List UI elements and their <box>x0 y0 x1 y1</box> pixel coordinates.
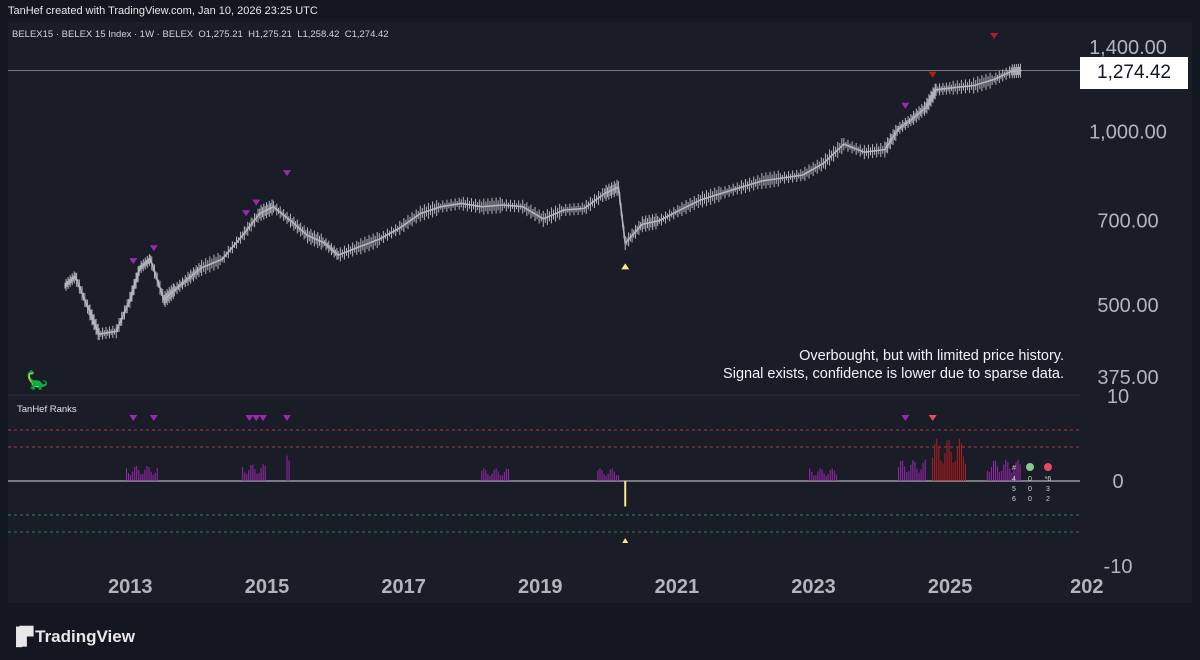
attribution-text: TanHef created with TradingView.com, Jan… <box>8 5 318 17</box>
indicator-signal-marker <box>901 415 910 421</box>
indicator-axis-tick: -10 <box>1104 556 1133 578</box>
indicator-signal-marker <box>252 415 261 421</box>
indicator-signal-marker <box>283 415 292 421</box>
indicator-signal-marker <box>928 415 937 421</box>
price-series-line <box>64 69 1022 335</box>
price-axis-tick: 700.00 <box>1097 211 1158 233</box>
tradingview-logo-icon: ▐▛ <box>10 627 33 646</box>
indicator-signal-marker <box>622 538 629 543</box>
rank-cell: 0 <box>1027 486 1032 493</box>
time-axis-tick: 2025 <box>928 576 973 598</box>
rank-cell: 3 <box>1045 486 1050 493</box>
indicator-axis-tick: 10 <box>1107 386 1129 408</box>
attribution-bar: TanHef created with TradingView.com, Jan… <box>0 0 1200 22</box>
legend-high: H1,275.21 <box>248 29 292 40</box>
red-dot-icon <box>1043 463 1052 471</box>
indicator-signal-marker <box>259 415 268 421</box>
legend-low: L1,258.42 <box>297 29 340 40</box>
signal-down-marker <box>129 258 138 265</box>
signal-down-marker <box>149 245 158 252</box>
indicator-axis-tick: 0 <box>1112 471 1123 493</box>
signal-down-marker <box>242 210 251 217</box>
price-axis-tick: 375.00 <box>1097 367 1158 389</box>
signal-down-marker <box>990 33 999 39</box>
rank-cell: 6 <box>1012 496 1016 503</box>
indicator-title: TanHef Ranks <box>17 404 77 415</box>
legend-open: O1,275.21 <box>198 29 243 40</box>
signal-down-marker <box>283 170 292 177</box>
rank-cell: 0 <box>1027 476 1032 483</box>
price-axis-tick: 500.00 <box>1097 295 1158 317</box>
rank-table: # 4 0 *6 5 0 3 6 0 2 <box>1010 461 1062 506</box>
time-axis-tick: 2015 <box>245 576 290 598</box>
last-price-label: 1,274.42 <box>1080 57 1188 89</box>
rank-cell: 4 <box>1012 476 1016 483</box>
symbol-legend: BELEX15 · BELEX 15 Index · 1W · BELEX O1… <box>12 29 389 40</box>
signal-annotation: Overbought, but with limited price histo… <box>723 347 1064 383</box>
time-axis-tick: 2021 <box>655 576 700 598</box>
footer: ▐▛ TradingView <box>0 612 1200 660</box>
indicator-signal-marker <box>129 415 138 421</box>
dino-icon[interactable]: 🦕 <box>26 370 49 390</box>
tradingview-logo[interactable]: ▐▛ TradingView <box>10 627 135 647</box>
time-axis-tick: 2017 <box>381 576 426 598</box>
time-axis-tick: 2019 <box>518 576 563 598</box>
symbol-name: BELEX15 · BELEX 15 Index · 1W · BELEX <box>12 29 194 40</box>
annotation-line-2: Signal exists, confidence is lower due t… <box>723 366 1064 382</box>
time-axis-tick: 202 <box>1070 576 1103 598</box>
rank-cell: 0 <box>1027 496 1032 503</box>
brand-text: TradingView <box>35 627 135 646</box>
time-axis-tick: 2013 <box>108 576 153 598</box>
legend-close: C1,274.42 <box>344 29 389 40</box>
rank-cell: 5 <box>1012 486 1016 493</box>
rank-header-hash: # <box>1012 464 1016 472</box>
rank-cell: 2 <box>1045 496 1050 503</box>
chart-frame[interactable] <box>8 22 1192 603</box>
indicator-signal-marker <box>245 415 254 421</box>
time-axis-tick: 2023 <box>791 576 836 598</box>
signal-down-marker <box>928 71 937 78</box>
rank-cell: *6 <box>1044 476 1052 483</box>
price-axis-tick: 1,000.00 <box>1089 121 1167 143</box>
green-dot-icon <box>1025 463 1034 471</box>
indicator-signal-marker <box>149 415 158 421</box>
signal-down-marker <box>252 199 261 206</box>
price-axis-tick: 1,400.00 <box>1089 37 1167 59</box>
signal-up-marker <box>621 263 630 270</box>
signal-down-marker <box>901 102 910 109</box>
annotation-line-1: Overbought, but with limited price histo… <box>799 348 1064 364</box>
